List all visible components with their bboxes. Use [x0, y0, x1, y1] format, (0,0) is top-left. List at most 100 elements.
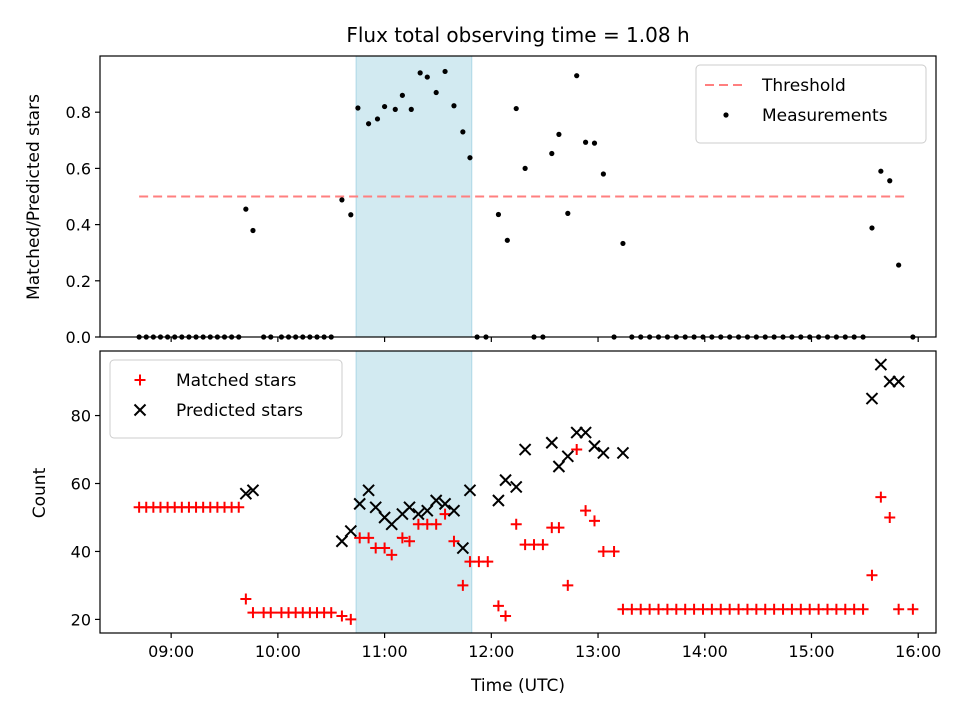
data-point: [597, 446, 610, 460]
legend-box: [109, 359, 343, 439]
data-point: [362, 484, 375, 497]
data-point: [884, 511, 896, 523]
top-axes-frame: [99, 55, 937, 338]
data-point: [348, 212, 354, 218]
top-panel: 0.0 0.2 0.4 0.6 0.8 Threshold Measurements: [66, 55, 937, 347]
data-point: [869, 225, 875, 231]
top-y-tick-label: 0.6: [66, 159, 91, 178]
data-point: [467, 155, 473, 161]
data-point: [571, 444, 583, 456]
data-point: [887, 178, 893, 184]
data-point: [552, 460, 566, 473]
data-point: [433, 89, 439, 96]
top-y-tick-label: 0.2: [66, 272, 91, 291]
data-point: [447, 504, 461, 517]
top-y-axis-label: Matched/Predicted stars: [24, 94, 44, 300]
data-point: [582, 139, 589, 145]
x-tick-label: 11:00: [362, 642, 408, 661]
data-point: [442, 68, 448, 75]
data-point: [365, 121, 372, 127]
data-point: [403, 535, 415, 547]
x-tick-label: 09:00: [148, 642, 194, 661]
data-point: [339, 197, 345, 203]
data-point: [556, 131, 562, 137]
data-point: [504, 237, 510, 243]
data-point: [438, 497, 452, 511]
data-point: [500, 610, 512, 622]
data-point: [451, 103, 457, 109]
data-point: [250, 227, 256, 234]
bottom-series-predicted-stars: [239, 358, 905, 555]
bottom-y-tick-label: 60: [71, 475, 91, 494]
data-point: [896, 262, 902, 268]
data-point: [874, 358, 888, 371]
data-point: [355, 105, 361, 111]
data-point: [392, 106, 398, 112]
data-point: [513, 105, 519, 112]
top-y-tick-label: 0.8: [66, 103, 91, 122]
data-point: [574, 73, 580, 79]
data-point: [240, 593, 252, 605]
top-y-tick-label: 0.0: [66, 328, 91, 347]
bottom-y-tick-label: 20: [71, 610, 91, 629]
bottom-axes-frame: [99, 350, 937, 634]
data-point: [518, 443, 532, 456]
data-point: [561, 450, 575, 463]
data-point: [421, 504, 434, 517]
legend-label: Threshold: [761, 76, 846, 96]
chart-title: Flux total observing time = 1.08 h: [346, 23, 689, 47]
data-point: [424, 74, 430, 80]
legend-swatch: [134, 374, 146, 386]
data-point: [865, 392, 879, 405]
bottom-y-tick-label: 80: [71, 407, 91, 426]
data-point: [878, 168, 884, 174]
data-point: [608, 545, 620, 557]
data-point: [580, 505, 592, 517]
data-point: [456, 541, 470, 555]
data-point: [510, 518, 522, 530]
legend-swatch: [723, 112, 729, 118]
data-point: [591, 140, 598, 146]
data-point: [857, 603, 869, 615]
data-point: [265, 607, 277, 619]
data-point: [363, 532, 375, 544]
data-point: [579, 426, 592, 439]
data-point: [537, 539, 549, 551]
data-point: [883, 375, 896, 388]
data-point: [522, 165, 528, 171]
x-tick-label: 13:00: [575, 642, 621, 661]
data-point: [495, 211, 502, 218]
data-point: [892, 375, 905, 388]
data-point: [325, 607, 337, 619]
data-point: [439, 508, 451, 520]
bottom-legend: Matched stars Predicted stars: [109, 359, 343, 439]
bottom-y-axis-label: Count: [30, 467, 50, 518]
data-point: [875, 491, 887, 503]
bottom-panel: 20 40 60 80 09:00 10:00 11:00 12:00 13:00 14:00 15…: [71, 350, 941, 661]
data-point: [369, 501, 382, 514]
top-y-tick-label: 0.4: [66, 216, 91, 235]
data-point: [430, 518, 442, 530]
data-point: [460, 129, 466, 135]
data-point: [429, 494, 443, 507]
data-point: [345, 613, 357, 625]
data-point: [570, 426, 583, 439]
legend-label: Matched stars: [176, 371, 296, 391]
legend-box: [695, 64, 927, 144]
data-point: [565, 210, 571, 216]
data-point: [233, 501, 245, 513]
data-point: [482, 556, 494, 568]
data-point: [408, 106, 414, 112]
data-point: [463, 484, 477, 497]
data-point: [616, 446, 630, 460]
data-point: [492, 600, 504, 612]
data-point: [893, 603, 905, 615]
data-point: [243, 206, 249, 212]
data-point: [374, 116, 381, 122]
legend-label: Measurements: [762, 106, 888, 126]
data-point: [353, 497, 366, 511]
data-point: [379, 542, 391, 554]
data-point: [246, 484, 260, 497]
data-point: [417, 70, 423, 76]
